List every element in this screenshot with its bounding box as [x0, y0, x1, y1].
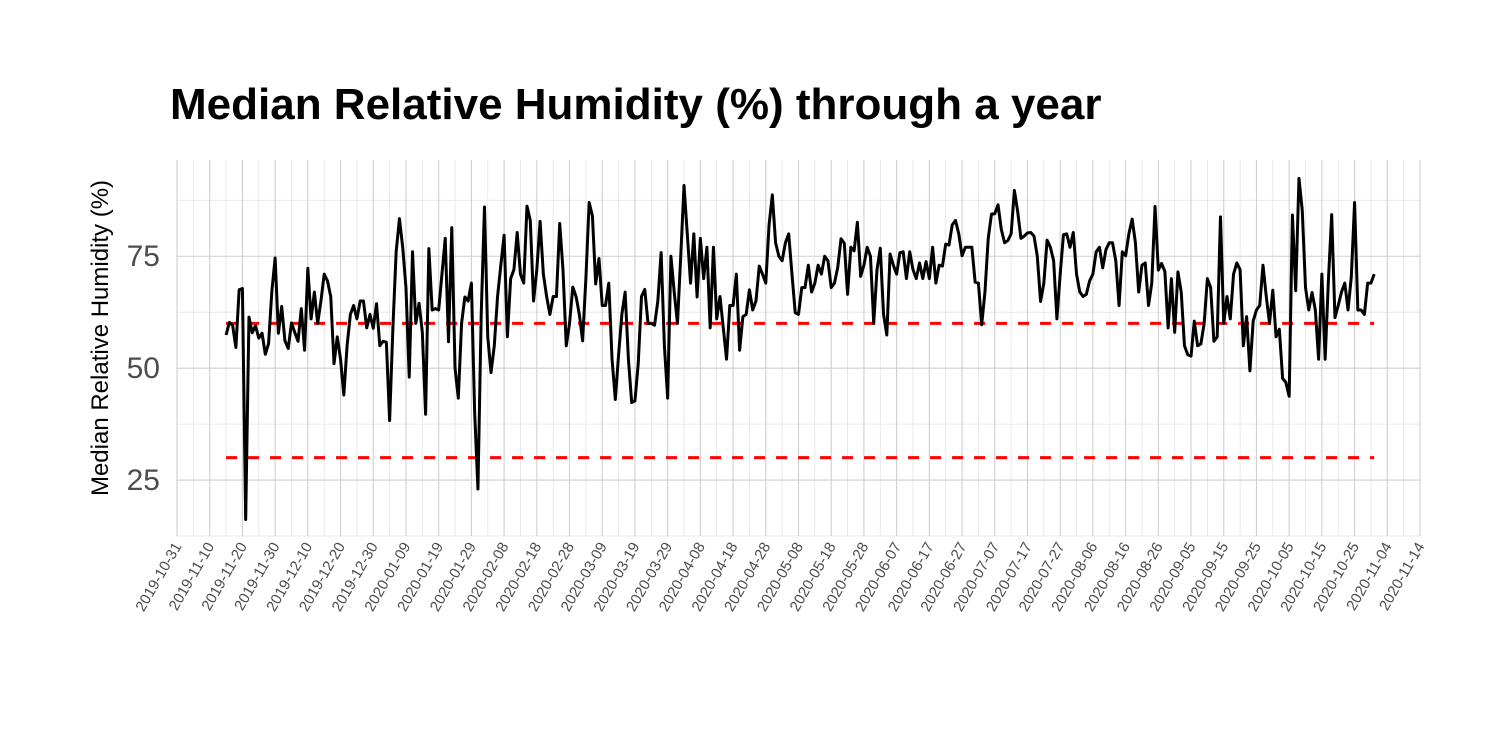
- chart-title: Median Relative Humidity (%) through a y…: [170, 80, 1102, 129]
- y-tick-label: 75: [127, 240, 160, 273]
- y-tick-label: 50: [127, 352, 160, 385]
- series-line: [224, 176, 1376, 521]
- major-gridlines: [176, 160, 1421, 536]
- series-layer: [224, 176, 1376, 521]
- x-axis-ticks: 2019-10-312019-11-102019-11-202019-11-30…: [132, 540, 1428, 615]
- y-axis-title: Median Relative Humidity (%): [87, 180, 114, 496]
- y-tick-label: 25: [127, 464, 160, 497]
- y-axis-ticks: 25 50 75: [127, 240, 160, 497]
